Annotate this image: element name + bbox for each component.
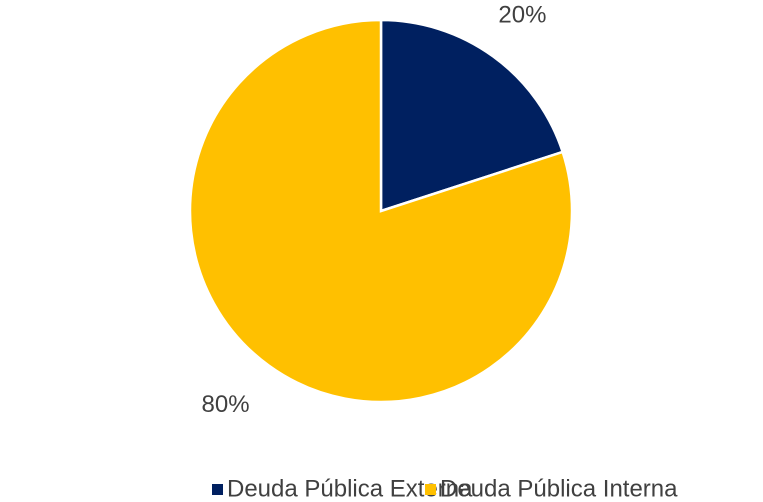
legend-label: Deuda Pública Interna [440, 475, 678, 502]
legend-swatch [425, 484, 436, 495]
legend-swatch [212, 484, 223, 495]
data-label: 20% [498, 2, 546, 29]
pie-slice [379, 18, 565, 213]
legend-label: Deuda Pública Externa [227, 475, 473, 502]
data-label: 80% [202, 391, 250, 418]
pie-slice [188, 18, 574, 404]
